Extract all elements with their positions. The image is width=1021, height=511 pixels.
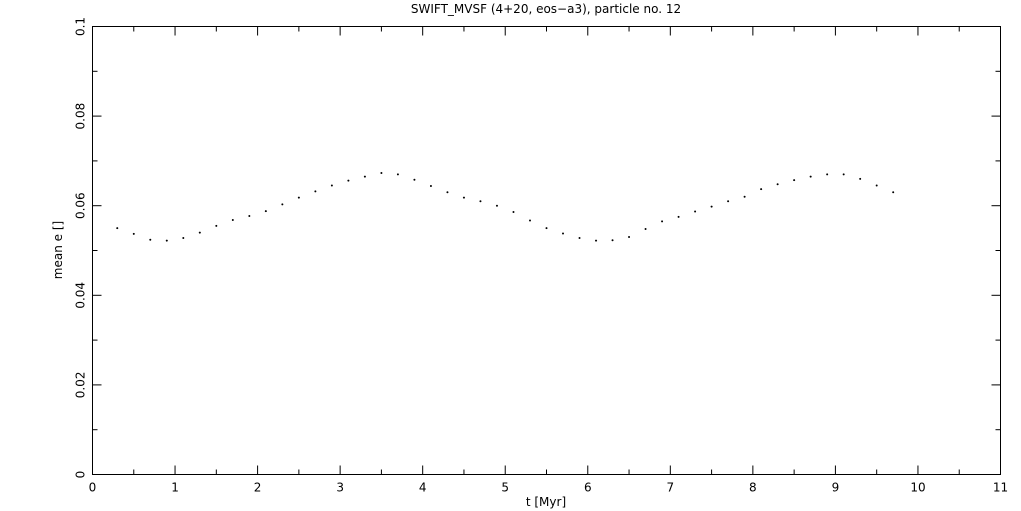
y-tick-label: 0.02 bbox=[74, 372, 88, 399]
data-point bbox=[165, 239, 168, 242]
data-point bbox=[215, 224, 218, 227]
data-point bbox=[281, 203, 284, 206]
x-axis-label: t [Myr] bbox=[526, 495, 566, 509]
data-point bbox=[495, 204, 498, 207]
data-point bbox=[380, 171, 383, 174]
data-point bbox=[413, 178, 416, 181]
data-point bbox=[446, 191, 449, 194]
y-tick-label: 0 bbox=[74, 471, 88, 479]
x-tick-label: 0 bbox=[89, 481, 97, 495]
data-point bbox=[182, 236, 185, 239]
data-point bbox=[793, 179, 796, 182]
y-tick-label: 0.06 bbox=[74, 192, 88, 219]
data-point bbox=[528, 219, 531, 222]
data-point bbox=[429, 184, 432, 187]
data-point bbox=[677, 215, 680, 218]
data-point bbox=[116, 227, 119, 230]
data-point bbox=[562, 232, 565, 235]
data-point bbox=[628, 236, 631, 239]
x-tick-label: 5 bbox=[501, 481, 509, 495]
x-tick-label: 2 bbox=[254, 481, 262, 495]
x-tick-label: 3 bbox=[336, 481, 344, 495]
data-point bbox=[462, 196, 465, 199]
x-tick-label: 6 bbox=[584, 481, 592, 495]
x-tick-label: 7 bbox=[666, 481, 674, 495]
x-tick-label: 8 bbox=[749, 481, 757, 495]
x-tick-label: 4 bbox=[419, 481, 427, 495]
data-point bbox=[149, 238, 152, 241]
data-point bbox=[776, 183, 779, 186]
x-tick-label: 11 bbox=[993, 481, 1008, 495]
plot-frame bbox=[92, 26, 1001, 475]
data-point bbox=[875, 184, 878, 187]
data-point bbox=[248, 215, 251, 218]
data-point bbox=[314, 190, 317, 193]
data-point bbox=[826, 173, 829, 176]
data-point bbox=[809, 175, 812, 178]
x-tick-label: 10 bbox=[910, 481, 925, 495]
data-point bbox=[545, 227, 548, 230]
y-tick-label: 0.08 bbox=[74, 103, 88, 130]
data-point bbox=[743, 195, 746, 198]
data-point bbox=[727, 200, 730, 203]
data-point bbox=[842, 173, 845, 176]
data-point bbox=[363, 175, 366, 178]
data-point bbox=[892, 191, 895, 194]
data-point bbox=[132, 232, 135, 235]
data-point bbox=[479, 200, 482, 203]
data-point bbox=[297, 196, 300, 199]
y-axis-label: mean e [] bbox=[51, 221, 65, 279]
data-point bbox=[264, 210, 267, 213]
data-point bbox=[347, 179, 350, 182]
y-tick-label: 0.1 bbox=[74, 17, 88, 36]
y-tick-label: 0.04 bbox=[74, 282, 88, 309]
data-point bbox=[661, 220, 664, 223]
x-tick-label: 1 bbox=[171, 481, 179, 495]
data-point bbox=[396, 173, 399, 176]
data-point bbox=[330, 184, 333, 187]
data-point bbox=[694, 210, 697, 213]
data-point bbox=[859, 177, 862, 180]
data-point bbox=[231, 219, 234, 222]
data-point bbox=[578, 236, 581, 239]
data-point bbox=[710, 205, 713, 208]
data-point bbox=[760, 188, 763, 191]
data-point bbox=[198, 231, 201, 234]
data-point bbox=[644, 227, 647, 230]
data-point bbox=[611, 239, 614, 242]
data-point bbox=[512, 210, 515, 213]
chart-title: SWIFT_MVSF (4+20, eos−a3), particle no. … bbox=[411, 2, 681, 16]
x-tick-label: 9 bbox=[832, 481, 840, 495]
data-point bbox=[595, 239, 598, 242]
